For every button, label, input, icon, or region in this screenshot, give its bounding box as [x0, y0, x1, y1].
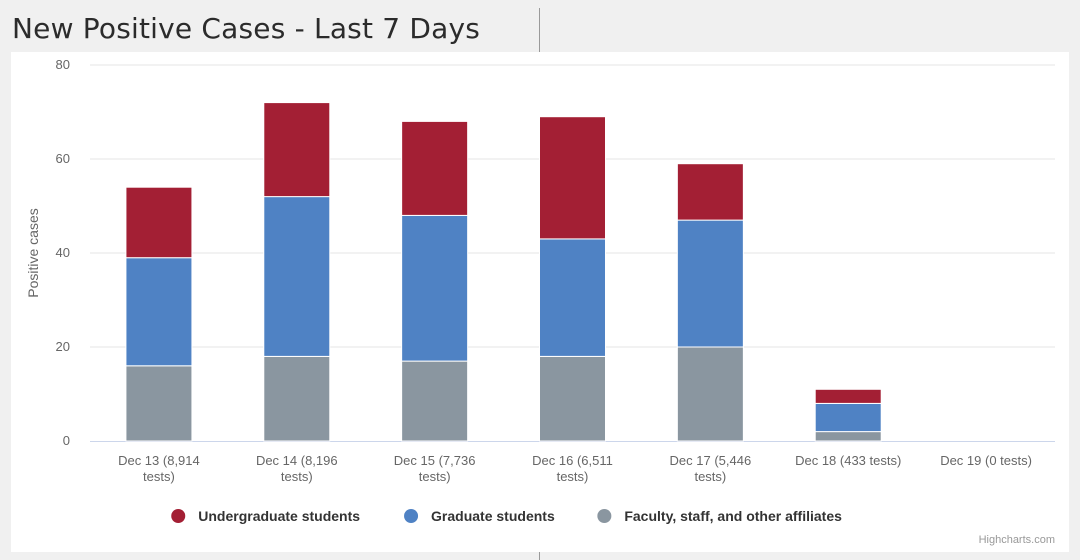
bar-segment [814, 388, 882, 404]
x-tick-label: Dec 18 (433 tests) [795, 453, 901, 468]
bar-segment [814, 431, 882, 442]
legend-item[interactable]: Faculty, staff, and other affiliates [597, 508, 842, 524]
y-tick-label: 60 [56, 151, 70, 166]
credits-link[interactable]: Highcharts.com [978, 534, 1055, 546]
bar-segment [125, 186, 193, 259]
x-tick-label-line: Dec 16 (6,511 [532, 453, 613, 468]
legend-item[interactable]: Undergraduate students [171, 508, 360, 524]
x-tick-label-line: tests) [694, 469, 726, 484]
bar-segment [263, 102, 331, 198]
x-tick-label-line: Dec 17 (5,446 [670, 453, 752, 468]
bar-segment [539, 355, 606, 442]
x-tick-label-line: tests) [281, 469, 313, 484]
bar-segment [125, 257, 193, 367]
bar-segment [401, 214, 469, 362]
y-axis-title: Positive cases [25, 208, 41, 297]
bar-segment [125, 365, 193, 442]
x-tick-label-line: tests) [143, 469, 175, 484]
legend-label[interactable]: Graduate students [431, 508, 555, 524]
x-tick-label-line: Dec 19 (0 tests) [940, 453, 1032, 468]
bar-segment [539, 116, 606, 240]
bar-segment [676, 219, 744, 348]
x-tick-label-line: Dec 13 (8,914 [118, 453, 200, 468]
bar-segment [263, 355, 331, 442]
y-tick-label: 40 [56, 245, 70, 260]
bar-segment [676, 163, 744, 221]
bar-segment [263, 196, 331, 357]
x-tick-label-line: tests) [557, 469, 589, 484]
y-tick-label: 20 [56, 339, 70, 354]
legend-label[interactable]: Undergraduate students [198, 508, 360, 524]
chart-card: 0 20 40 60 80 Positive cases Dec 13 (8,914 test… [11, 52, 1069, 552]
y-tick-label: 80 [56, 57, 70, 72]
legend-marker[interactable] [404, 509, 419, 523]
legend-item[interactable]: Graduate students [404, 508, 555, 524]
x-tick-label-line: Dec 14 (8,196 [256, 453, 338, 468]
x-tick-label: Dec 14 (8,196 tests) [256, 453, 338, 484]
x-tick-label: Dec 17 (5,446 tests) [670, 453, 752, 484]
bar-segment [539, 238, 606, 357]
page-title: New Positive Cases - Last 7 Days [12, 12, 481, 45]
bar-segment [676, 346, 744, 442]
bar-segment [401, 120, 469, 216]
legend-marker[interactable] [597, 509, 612, 523]
legend-marker[interactable] [171, 509, 186, 523]
x-tick-label: Dec 16 (6,511 tests) [532, 453, 613, 484]
bar-segment [401, 360, 469, 442]
legend-label[interactable]: Faculty, staff, and other affiliates [624, 508, 842, 524]
x-tick-label-line: Dec 15 (7,736 [394, 453, 476, 468]
x-tick-label-line: Dec 18 (433 tests) [795, 453, 901, 468]
x-tick-label: Dec 13 (8,914 tests) [118, 453, 200, 484]
x-tick-label-line: tests) [419, 469, 451, 484]
x-tick-label: Dec 19 (0 tests) [940, 453, 1032, 468]
bar-segment [814, 402, 882, 433]
y-tick-label: 0 [63, 433, 70, 448]
x-tick-label: Dec 15 (7,736 tests) [394, 453, 476, 484]
